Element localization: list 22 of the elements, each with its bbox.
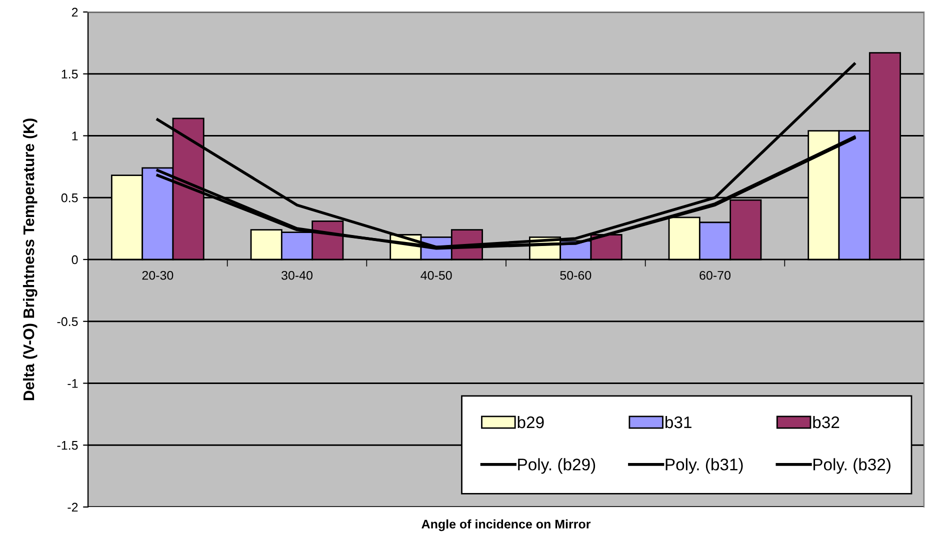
x-tick-label: 40-50 xyxy=(420,270,452,280)
x-tick-label: 30-40 xyxy=(281,270,312,280)
y-tick-label: -1.5 xyxy=(57,441,78,450)
y-tick-label: 1 xyxy=(72,132,78,140)
x-tick-label: 50-60 xyxy=(560,270,592,280)
x-tick-label: 20-30 xyxy=(142,270,174,280)
legend-label: b29 xyxy=(518,416,544,428)
y-tick-label: 0 xyxy=(72,255,78,264)
y-tick-label: 1.5 xyxy=(62,70,78,79)
legend-label: Poly. (b32) xyxy=(813,458,890,474)
y-tick-label: 2 xyxy=(72,8,78,17)
y-tick-label: 0.5 xyxy=(61,193,78,202)
y-tick-label: -0.5 xyxy=(57,317,78,326)
legend-label: b31 xyxy=(666,416,692,428)
legend-label: b32 xyxy=(813,416,840,428)
x-axis-title: Angle of incidence on Mirror xyxy=(422,519,591,532)
legend-label: Poly. (b29) xyxy=(518,458,596,474)
x-tick-label: 60-70 xyxy=(700,270,730,280)
legend-label: Poly. (b31) xyxy=(666,458,743,474)
y-axis-title: Delta (V-O) Brightness Temperature (K) xyxy=(22,118,38,400)
y-tick-label: -2 xyxy=(68,502,78,512)
y-tick-label: -1 xyxy=(68,379,78,388)
